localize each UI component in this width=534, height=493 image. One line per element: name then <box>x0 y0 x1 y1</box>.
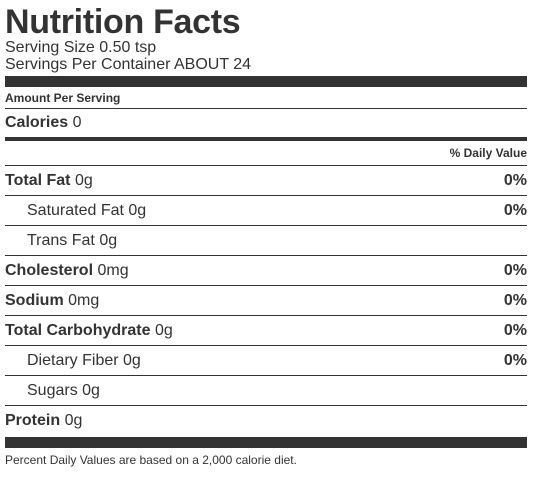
nutrient-label: Trans Fat <box>27 231 95 249</box>
nutrient-label: Total Carbohydrate <box>5 321 151 339</box>
daily-value-header: % Daily Value <box>5 141 527 166</box>
nutrient-name: Dietary Fiber 0g <box>5 352 141 370</box>
nutrient-name: Sugars 0g <box>5 382 100 400</box>
nutrient-label: Sugars <box>27 381 78 399</box>
nutrient-row-protein: Protein 0g <box>5 406 527 435</box>
nutrient-label: Saturated Fat <box>27 201 124 219</box>
amount-per-serving: Amount Per Serving <box>5 91 121 105</box>
nutrient-name: Saturated Fat 0g <box>5 202 146 220</box>
nutrient-dv: 0% <box>503 351 527 369</box>
nutrient-dv: 0% <box>503 171 527 189</box>
nutrient-row-dietary-fiber: Dietary Fiber 0g 0% <box>5 346 527 376</box>
nutrient-row-total-fat: Total Fat 0g 0% <box>5 166 527 196</box>
nutrient-label: Protein <box>5 411 61 429</box>
nutrient-amount: 0g <box>123 351 141 369</box>
nutrient-amount: 0g <box>154 321 173 339</box>
nutrient-label: Cholesterol <box>5 261 94 279</box>
nutrient-amount: 0g <box>99 231 118 249</box>
nutrition-label: Nutrition Facts Serving Size 0.50 tsp Se… <box>5 0 527 467</box>
nutrient-row-sodium: Sodium 0mg 0% <box>5 286 527 316</box>
nutrient-label: Sodium <box>5 291 64 309</box>
nutrient-name: Protein 0g <box>5 412 82 430</box>
nutrient-amount: 0g <box>74 171 93 189</box>
nutrient-dv: 0% <box>503 321 527 339</box>
nutrient-dv: 0% <box>503 291 527 309</box>
nutrient-row-total-carbohydrate: Total Carbohydrate 0g 0% <box>5 316 527 346</box>
nutrient-dv: 0% <box>503 201 527 219</box>
calories-label: Calories <box>5 114 69 131</box>
nutrient-name: Cholesterol 0mg <box>5 262 129 280</box>
nutrient-label: Total Fat <box>5 171 71 189</box>
nutrient-name: Sodium 0mg <box>5 292 99 310</box>
thick-divider <box>5 76 527 87</box>
nutrient-row-trans-fat: Trans Fat 0g <box>5 226 527 256</box>
nutrient-name: Trans Fat 0g <box>5 232 117 250</box>
nutrient-name: Total Fat 0g <box>5 172 93 190</box>
calories-value: 0 <box>72 114 82 131</box>
calories-row: Calories 0 <box>5 109 527 137</box>
nutrient-amount: 0g <box>82 381 100 399</box>
nutrient-label: Dietary Fiber <box>27 351 119 369</box>
calories-text: Calories 0 <box>5 114 82 132</box>
nutrient-row-cholesterol: Cholesterol 0mg 0% <box>5 256 527 286</box>
footnote: Percent Daily Values are based on a 2,00… <box>5 453 297 467</box>
medium-divider <box>5 137 527 141</box>
nutrient-amount: 0mg <box>97 261 129 279</box>
servings-per-container: Servings Per Container ABOUT 24 <box>5 56 252 73</box>
thin-divider <box>5 108 527 109</box>
nutrient-row-sugars: Sugars 0g <box>5 376 527 406</box>
nutrient-amount: 0g <box>64 411 83 429</box>
nutrient-amount: 0g <box>128 201 147 219</box>
nutrient-name: Total Carbohydrate 0g <box>5 322 173 340</box>
serving-size: Serving Size 0.50 tsp <box>5 39 157 56</box>
bottom-thick-divider <box>5 437 527 448</box>
nutrient-row-saturated-fat: Saturated Fat 0g 0% <box>5 196 527 226</box>
label-title: Nutrition Facts <box>5 3 241 41</box>
nutrient-dv: 0% <box>503 261 527 279</box>
nutrient-amount: 0mg <box>68 291 100 309</box>
